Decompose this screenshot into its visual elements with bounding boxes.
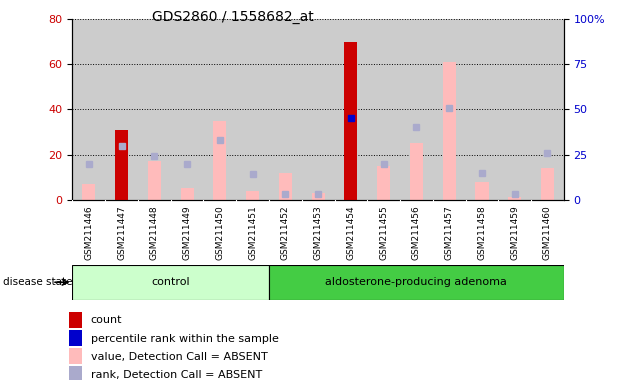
Bar — [279, 173, 292, 200]
Text: GSM211453: GSM211453 — [314, 205, 323, 260]
Bar — [312, 193, 324, 200]
Bar — [246, 191, 259, 200]
Text: rank, Detection Call = ABSENT: rank, Detection Call = ABSENT — [91, 370, 262, 380]
Bar — [269, 265, 564, 300]
Text: GSM211456: GSM211456 — [412, 205, 421, 260]
Bar — [377, 166, 390, 200]
Text: GSM211452: GSM211452 — [281, 205, 290, 260]
Text: value, Detection Call = ABSENT: value, Detection Call = ABSENT — [91, 352, 268, 362]
Bar — [72, 265, 269, 300]
Text: GSM211454: GSM211454 — [346, 205, 355, 260]
Text: control: control — [151, 277, 190, 287]
Text: GSM211450: GSM211450 — [215, 205, 224, 260]
Text: GSM211447: GSM211447 — [117, 205, 126, 260]
Bar — [214, 121, 226, 200]
Text: GSM211458: GSM211458 — [478, 205, 486, 260]
Text: GSM211460: GSM211460 — [543, 205, 552, 260]
Text: aldosterone-producing adenoma: aldosterone-producing adenoma — [326, 277, 507, 287]
Bar — [541, 168, 554, 200]
Text: GSM211448: GSM211448 — [150, 205, 159, 260]
Bar — [69, 330, 83, 346]
Text: GSM211459: GSM211459 — [510, 205, 519, 260]
Text: GSM211451: GSM211451 — [248, 205, 257, 260]
Bar — [345, 42, 357, 200]
Bar — [115, 159, 128, 200]
Text: disease state: disease state — [3, 277, 72, 287]
Bar — [181, 189, 193, 200]
Bar — [508, 197, 521, 200]
Bar — [115, 130, 128, 200]
Bar — [476, 182, 488, 200]
Bar — [69, 366, 83, 382]
Bar — [443, 62, 455, 200]
Bar — [148, 161, 161, 200]
Text: GSM211446: GSM211446 — [84, 205, 93, 260]
Bar — [69, 348, 83, 364]
Text: GSM211455: GSM211455 — [379, 205, 388, 260]
Bar — [410, 143, 423, 200]
Text: GSM211457: GSM211457 — [445, 205, 454, 260]
Text: GDS2860 / 1558682_at: GDS2860 / 1558682_at — [152, 10, 314, 23]
Text: percentile rank within the sample: percentile rank within the sample — [91, 334, 278, 344]
Bar — [69, 311, 83, 328]
Text: GSM211449: GSM211449 — [183, 205, 192, 260]
Bar — [83, 184, 95, 200]
Text: count: count — [91, 315, 122, 325]
